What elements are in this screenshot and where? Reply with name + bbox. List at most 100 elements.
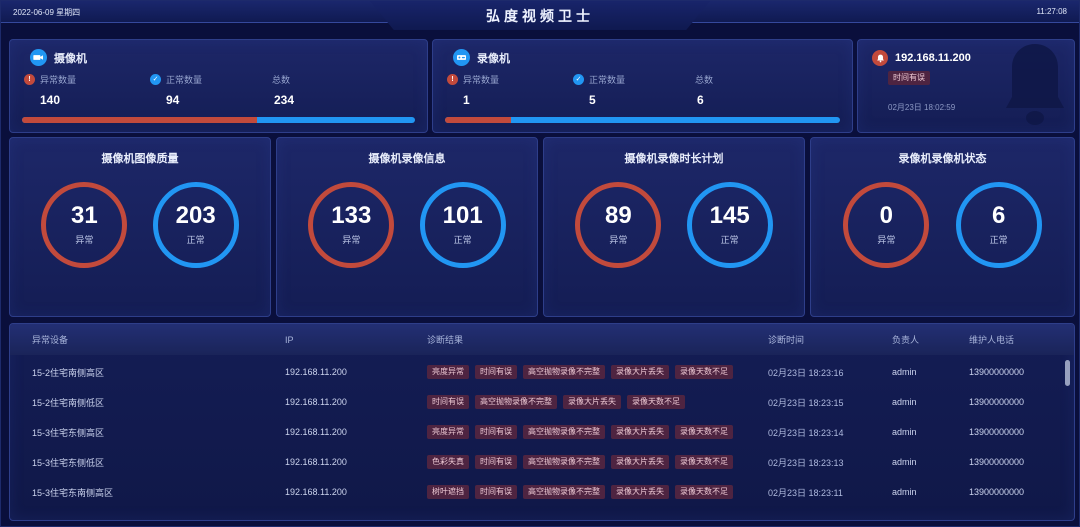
cell-phone: 13900000000 [969, 457, 1025, 467]
header-person: 负责人 [892, 335, 920, 345]
table-row: 15-3住宅东南侧高区 192.168.11.200 树叶遮挡 时间有误 高空抛物录… [32, 477, 1064, 507]
alert-timestamp: 02月23日 18:02:59 [888, 103, 956, 112]
abnormal-label: 异常 [877, 235, 896, 245]
normal-count-label: 正常数量 [589, 75, 626, 85]
card-title: 摄像机录像信息 [368, 153, 446, 165]
cell-phone: 13900000000 [969, 487, 1025, 497]
recorder-card-title: 录像机 [477, 52, 510, 65]
abnormal-ring: 0 异常 [843, 182, 930, 268]
normal-ring: 101 正常 [419, 182, 506, 268]
total-count-label: 总数 [695, 75, 714, 85]
abnormal-value: 0 [879, 202, 893, 229]
abnormal-value: 31 [70, 202, 98, 229]
cell-device: 15-3住宅东侧高区 [32, 427, 105, 438]
table-header-row: 异常设备 IP 诊断结果 诊断时间 负责人 维护人电话 [10, 324, 1074, 355]
page-title: 弘度视频卫士 [486, 8, 594, 24]
cell-person: admin [892, 487, 917, 497]
warning-icon: ! [447, 74, 458, 85]
normal-label: 正常 [720, 235, 739, 245]
abnormal-count-label: 异常数量 [463, 75, 500, 85]
cell-phone: 13900000000 [969, 367, 1025, 377]
recorder-status-card: 录像机录像机状态 0 异常 6 正常 [810, 137, 1075, 317]
diagnosis-badge: 亮度异常 [427, 425, 469, 439]
cell-ip: 192.168.11.200 [285, 457, 347, 467]
table-row: 15-3住宅东侧高区 192.168.11.200 亮度异常 时间有误 高空抛物录像… [32, 417, 1064, 447]
camera-ratio-bar [22, 117, 415, 123]
normal-label: 正常 [186, 235, 205, 245]
diagnosis-badge: 录像大片丢失 [563, 395, 621, 409]
recorder-normal-stat: ✓ 正常数量 5 [573, 73, 625, 107]
diagnosis-badge: 时间有误 [475, 485, 517, 499]
recorder-total-value: 6 [697, 93, 704, 107]
abnormal-label: 异常 [75, 235, 94, 245]
abnormal-label: 异常 [342, 235, 361, 245]
normal-value: 145 [709, 202, 750, 229]
cell-diagnosis-results: 亮度异常 时间有误 高空抛物录像不完整 录像大片丢失 录像天数不足 [427, 425, 768, 439]
header-ip: IP [285, 334, 294, 345]
card-circles: 31 异常 203 正常 [16, 182, 264, 268]
table-body[interactable]: 15-2住宅南侧高区 192.168.11.200 亮度异常 时间有误 高空抛物录像… [10, 355, 1074, 518]
abnormal-value: 89 [604, 202, 632, 229]
normal-ring: 203 正常 [152, 182, 239, 268]
cell-device: 15-2住宅南侧低区 [32, 397, 105, 408]
diagnosis-badge: 录像大片丢失 [611, 485, 669, 499]
diagnosis-badge: 录像天数不足 [675, 455, 733, 469]
cell-device: 15-3住宅东南侧高区 [32, 487, 114, 498]
cell-person: admin [892, 397, 917, 407]
recorder-card-title-row: 录像机 [453, 49, 510, 66]
alert-bell-icon [872, 50, 888, 66]
normal-label: 正常 [453, 235, 472, 245]
cell-device: 15-2住宅南侧高区 [32, 367, 105, 378]
header-clock: 11:27:08 [1036, 7, 1067, 16]
normal-value: 6 [991, 202, 1006, 229]
cell-phone: 13900000000 [969, 397, 1025, 407]
cell-ip: 192.168.11.200 [285, 427, 347, 437]
diagnosis-badge: 录像大片丢失 [611, 425, 669, 439]
table-row: 15-2住宅南侧低区 192.168.11.200 时间有误 高空抛物录像不完整录… [32, 387, 1064, 417]
diagnosis-badge: 时间有误 [475, 365, 517, 379]
abnormal-ring: 133 异常 [308, 182, 395, 268]
diagnosis-badge: 录像大片丢失 [611, 455, 669, 469]
check-icon: ✓ [150, 74, 161, 85]
card-title: 摄像机录像时长计划 [624, 153, 724, 165]
cell-phone: 13900000000 [969, 427, 1025, 437]
camera-total-value: 234 [274, 93, 295, 107]
alert-ip-row: 192.168.11.200 [872, 50, 971, 66]
diagnosis-badge: 录像天数不足 [675, 485, 733, 499]
header-device: 异常设备 [32, 335, 69, 345]
table-row: 15-3住宅东侧低区 192.168.11.200 色彩失真 时间有误 高空抛物录像… [32, 447, 1064, 477]
recorder-summary-card: 录像机 ! 异常数量 1 ✓ 正常数量 5 总数 6 [432, 39, 853, 133]
cell-ip: 192.168.11.200 [285, 397, 347, 407]
table-scrollbar-thumb[interactable] [1065, 360, 1070, 386]
cell-diagnosis-time: 02月23日 18:23:11 [768, 487, 843, 498]
diagnosis-badge: 录像天数不足 [627, 395, 685, 409]
card-circles: 89 异常 145 正常 [550, 182, 798, 268]
camera-abnormal-value: 140 [40, 93, 61, 107]
camera-normal-stat: ✓ 正常数量 94 [150, 73, 202, 107]
recorder-ratio-bar-abnormal [445, 117, 511, 123]
cell-diagnosis-time: 02月23日 18:23:15 [768, 397, 844, 408]
cell-diagnosis-results: 时间有误 高空抛物录像不完整 录像大片丢失 录像天数不足 [427, 395, 768, 409]
header-diagnosis-result: 诊断结果 [427, 335, 464, 345]
diagnosis-badge: 树叶遮挡 [427, 485, 469, 499]
cell-ip: 192.168.11.200 [285, 487, 347, 497]
abnormal-count-label: 异常数量 [40, 75, 77, 85]
diagnosis-badge: 时间有误 [427, 395, 469, 409]
abnormal-ring: 89 异常 [575, 182, 662, 268]
camera-normal-value: 94 [166, 93, 180, 107]
cell-diagnosis-results: 亮度异常 时间有误 高空抛物录像不完整 录像大片丢失 录像天数不足 [427, 365, 768, 379]
camera-ratio-bar-abnormal [22, 117, 257, 123]
cell-diagnosis-results: 树叶遮挡 时间有误 高空抛物录像不完整 录像大片丢失 录像天数不足 [427, 485, 768, 499]
normal-value: 101 [442, 202, 483, 229]
abnormal-value: 133 [331, 202, 372, 229]
bell-watermark-icon [1006, 44, 1064, 126]
diagnosis-badge: 亮度异常 [427, 365, 469, 379]
card-title: 摄像机图像质量 [101, 153, 179, 165]
cell-person: admin [892, 367, 917, 377]
recorder-abnormal-stat: ! 异常数量 1 [447, 73, 499, 107]
normal-value: 203 [175, 202, 216, 229]
cell-person: admin [892, 457, 917, 467]
header-date: 2022-06-09 星期四 [13, 8, 81, 17]
cell-diagnosis-time: 02月23日 18:23:14 [768, 427, 844, 438]
diagnosis-badge: 高空抛物录像不完整 [523, 425, 605, 439]
